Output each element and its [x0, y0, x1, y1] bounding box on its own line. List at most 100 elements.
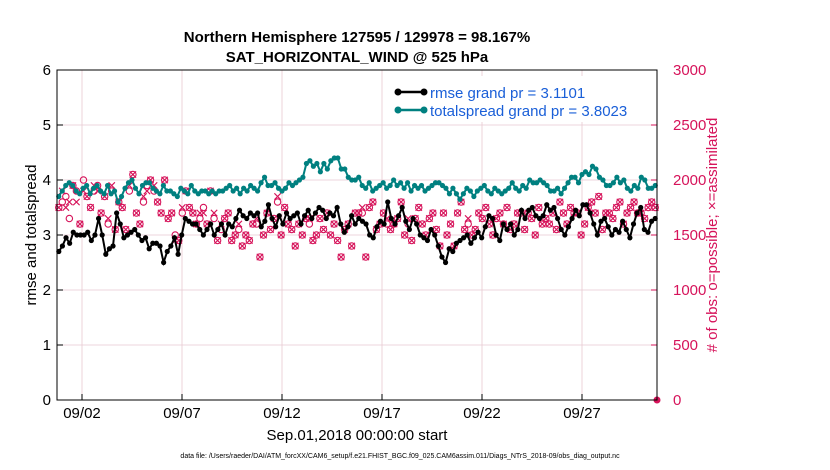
totalspread-point [520, 182, 526, 189]
obs-possible-marker [559, 209, 568, 217]
rmse-point [652, 215, 658, 222]
totalspread-point [293, 180, 299, 186]
obs-assimilated-marker [559, 209, 568, 217]
obs-assimilated-marker [235, 220, 243, 228]
totalspread-point [593, 166, 599, 172]
obs-assimilated-marker [616, 198, 624, 206]
obs-assimilated-marker [397, 198, 405, 206]
rmse-point [620, 218, 626, 224]
rmse-point [565, 224, 572, 230]
obs-assimilated-marker [464, 214, 472, 223]
rmse-point [461, 235, 467, 241]
obs-assimilated-marker [118, 203, 126, 212]
rmse-point [544, 202, 550, 208]
totalspread-point [443, 185, 449, 191]
rmse-point [150, 240, 156, 246]
obs-possible-marker [333, 236, 342, 245]
totalspread-point [649, 185, 655, 191]
totalspread-point [160, 182, 166, 189]
obs-possible-marker [577, 231, 585, 239]
totalspread-point [352, 177, 358, 183]
totalspread-point [192, 188, 198, 194]
obs-assimilated-marker [623, 209, 631, 217]
rmse-point [312, 210, 319, 216]
totalspread-point [467, 188, 473, 194]
totalspread-point [391, 177, 397, 183]
rmse-point [236, 207, 243, 213]
rmse-point [244, 215, 250, 222]
obs-assimilated-marker [581, 220, 589, 228]
totalspread-point [115, 199, 121, 205]
rmse-point [139, 237, 145, 244]
obs-possible-marker [475, 209, 483, 217]
rmse-point [305, 207, 311, 213]
totalspread-point [342, 166, 348, 172]
obs-possible-marker [86, 203, 95, 212]
obs-possible-marker [542, 214, 550, 223]
rmse-point [211, 232, 217, 238]
totalspread-point [146, 180, 153, 186]
rmse-point [594, 232, 600, 238]
totalspread-point [453, 191, 460, 197]
totalspread-point [398, 180, 404, 186]
totalspread-point [310, 163, 316, 169]
rmse-point [522, 215, 528, 222]
obs-assimilated-marker [408, 236, 416, 245]
obs-possible-marker [132, 209, 141, 217]
obs-possible-marker [425, 214, 434, 223]
obs-possible-marker [453, 209, 462, 217]
totalspread-point [272, 180, 278, 186]
obs-assimilated-marker [418, 220, 426, 228]
obs-possible-marker [160, 176, 169, 184]
totalspread-point [471, 193, 477, 200]
totalspread-point [572, 174, 578, 180]
rmse-point [153, 240, 159, 246]
rmse-point [526, 207, 532, 213]
totalspread-point [91, 185, 97, 191]
totalspread-point [495, 188, 501, 194]
obs-possible-marker [545, 220, 554, 228]
totalspread-point [415, 185, 421, 191]
rmse-point [240, 213, 246, 219]
totalspread-point [614, 174, 620, 180]
obs-possible-marker [196, 214, 204, 223]
rmse-point [457, 237, 463, 244]
totalspread-point [422, 188, 428, 194]
obs-possible-marker [496, 209, 504, 217]
obs-possible-marker [439, 209, 448, 217]
totalspread-point [254, 188, 261, 194]
rmse-point [103, 251, 109, 257]
obs-assimilated-marker [168, 209, 176, 217]
totalspread-point [111, 188, 118, 194]
obs-assimilated-marker [259, 231, 268, 239]
rmse-point [417, 232, 423, 238]
totalspread-point [317, 169, 323, 175]
obs-assimilated-marker [153, 198, 162, 206]
totalspread-point [181, 188, 187, 194]
obs-assimilated-marker [104, 214, 112, 223]
obs-assimilated-marker [566, 203, 575, 212]
obs-possible-marker [185, 203, 194, 212]
rmse-point [623, 226, 629, 233]
totalspread-point [73, 188, 79, 194]
rmse-point [276, 213, 282, 219]
rmse-point [515, 226, 521, 233]
totalspread-point [167, 188, 173, 194]
rmse-point [298, 221, 304, 227]
obs-assimilated-marker [439, 209, 448, 217]
obs-possible-marker [535, 203, 543, 212]
obs-possible-marker [312, 231, 321, 239]
data-file-footnote: data file: /Users/raeder/DAI/ATM_forcXX/… [180, 453, 620, 460]
obs-possible-marker [178, 209, 187, 217]
obs-possible-marker [644, 203, 652, 212]
rmse-point [341, 229, 347, 235]
obs-possible-marker [277, 231, 285, 239]
obs-possible-marker [482, 203, 490, 212]
obs-possible-marker [647, 198, 656, 206]
totalspread-point [174, 193, 180, 200]
totalspread-point [335, 155, 341, 161]
obs-assimilated-marker [365, 203, 373, 212]
rmse-point [135, 232, 141, 238]
obs-possible-marker [369, 198, 377, 206]
